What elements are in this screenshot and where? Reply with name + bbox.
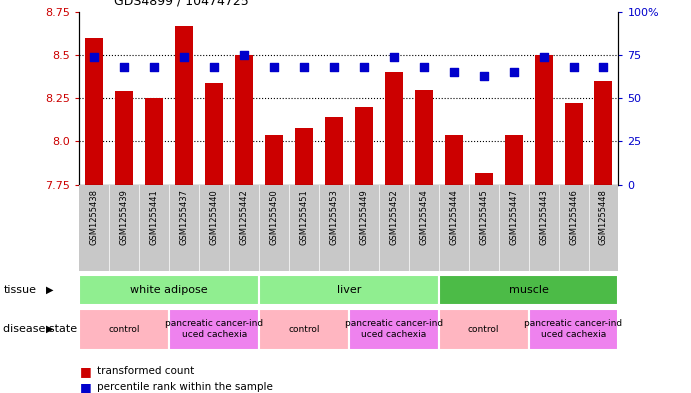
Bar	[79, 309, 169, 350]
Bar	[349, 309, 439, 350]
Bar	[445, 134, 463, 185]
Point	[328, 64, 339, 70]
Text: GSM1255448: GSM1255448	[599, 189, 608, 245]
Point	[89, 53, 100, 60]
Bar	[385, 72, 403, 185]
Text: GSM1255443: GSM1255443	[539, 189, 548, 245]
Bar	[176, 26, 193, 185]
Point	[598, 64, 609, 70]
Text: pancreatic cancer-ind
uced cachexia: pancreatic cancer-ind uced cachexia	[165, 320, 263, 339]
Bar	[439, 275, 618, 305]
Text: GSM1255452: GSM1255452	[389, 189, 399, 245]
Text: pancreatic cancer-ind
uced cachexia: pancreatic cancer-ind uced cachexia	[345, 320, 443, 339]
Text: GSM1255451: GSM1255451	[299, 189, 309, 245]
Point	[388, 53, 399, 60]
Bar	[535, 55, 553, 185]
Point	[538, 53, 549, 60]
Bar	[115, 91, 133, 185]
Point	[149, 64, 160, 70]
Bar	[295, 128, 313, 185]
Text: ▶: ▶	[46, 285, 54, 295]
Bar	[325, 117, 343, 185]
Text: GSM1255454: GSM1255454	[419, 189, 428, 245]
Bar	[259, 275, 439, 305]
Bar	[355, 107, 373, 185]
Point	[418, 64, 429, 70]
Text: GSM1255441: GSM1255441	[150, 189, 159, 245]
Text: liver: liver	[337, 285, 361, 295]
Bar	[565, 103, 583, 185]
Text: control: control	[108, 325, 140, 334]
Point	[269, 64, 280, 70]
Text: GSM1255438: GSM1255438	[90, 189, 99, 245]
Text: ■: ■	[79, 365, 91, 378]
Text: percentile rank within the sample: percentile rank within the sample	[97, 382, 273, 392]
Text: GSM1255445: GSM1255445	[479, 189, 489, 245]
Text: GSM1255450: GSM1255450	[269, 189, 278, 245]
Text: control: control	[288, 325, 320, 334]
Text: GDS4899 / 10474725: GDS4899 / 10474725	[114, 0, 249, 8]
Point	[359, 64, 370, 70]
Text: disease state: disease state	[3, 324, 77, 334]
Bar	[86, 38, 104, 185]
Text: GSM1255449: GSM1255449	[359, 189, 368, 245]
Bar	[169, 309, 259, 350]
Point	[179, 53, 190, 60]
Text: ■: ■	[79, 380, 91, 393]
Point	[478, 73, 489, 79]
Text: control: control	[468, 325, 500, 334]
Text: white adipose: white adipose	[131, 285, 208, 295]
Bar	[79, 275, 259, 305]
Bar	[235, 55, 253, 185]
Point	[448, 69, 460, 75]
Point	[299, 64, 310, 70]
Text: ▶: ▶	[46, 324, 54, 334]
Bar	[205, 83, 223, 185]
Text: GSM1255444: GSM1255444	[449, 189, 458, 245]
Point	[209, 64, 220, 70]
Bar	[475, 173, 493, 185]
Text: GSM1255453: GSM1255453	[330, 189, 339, 245]
Text: tissue: tissue	[3, 285, 37, 295]
Text: GSM1255447: GSM1255447	[509, 189, 518, 245]
Bar	[504, 134, 522, 185]
Bar	[415, 90, 433, 185]
Point	[508, 69, 519, 75]
Text: GSM1255446: GSM1255446	[569, 189, 578, 245]
Text: GSM1255437: GSM1255437	[180, 189, 189, 245]
Point	[238, 52, 249, 58]
Text: GSM1255439: GSM1255439	[120, 189, 129, 245]
Bar	[529, 309, 618, 350]
Point	[119, 64, 130, 70]
Bar	[145, 98, 163, 185]
Text: GSM1255442: GSM1255442	[240, 189, 249, 245]
Text: muscle: muscle	[509, 285, 549, 295]
Bar	[439, 309, 529, 350]
Bar	[259, 309, 349, 350]
Bar	[594, 81, 612, 185]
Text: pancreatic cancer-ind
uced cachexia: pancreatic cancer-ind uced cachexia	[524, 320, 623, 339]
Point	[568, 64, 579, 70]
Bar	[265, 134, 283, 185]
Text: GSM1255440: GSM1255440	[209, 189, 219, 245]
Text: transformed count: transformed count	[97, 366, 194, 376]
